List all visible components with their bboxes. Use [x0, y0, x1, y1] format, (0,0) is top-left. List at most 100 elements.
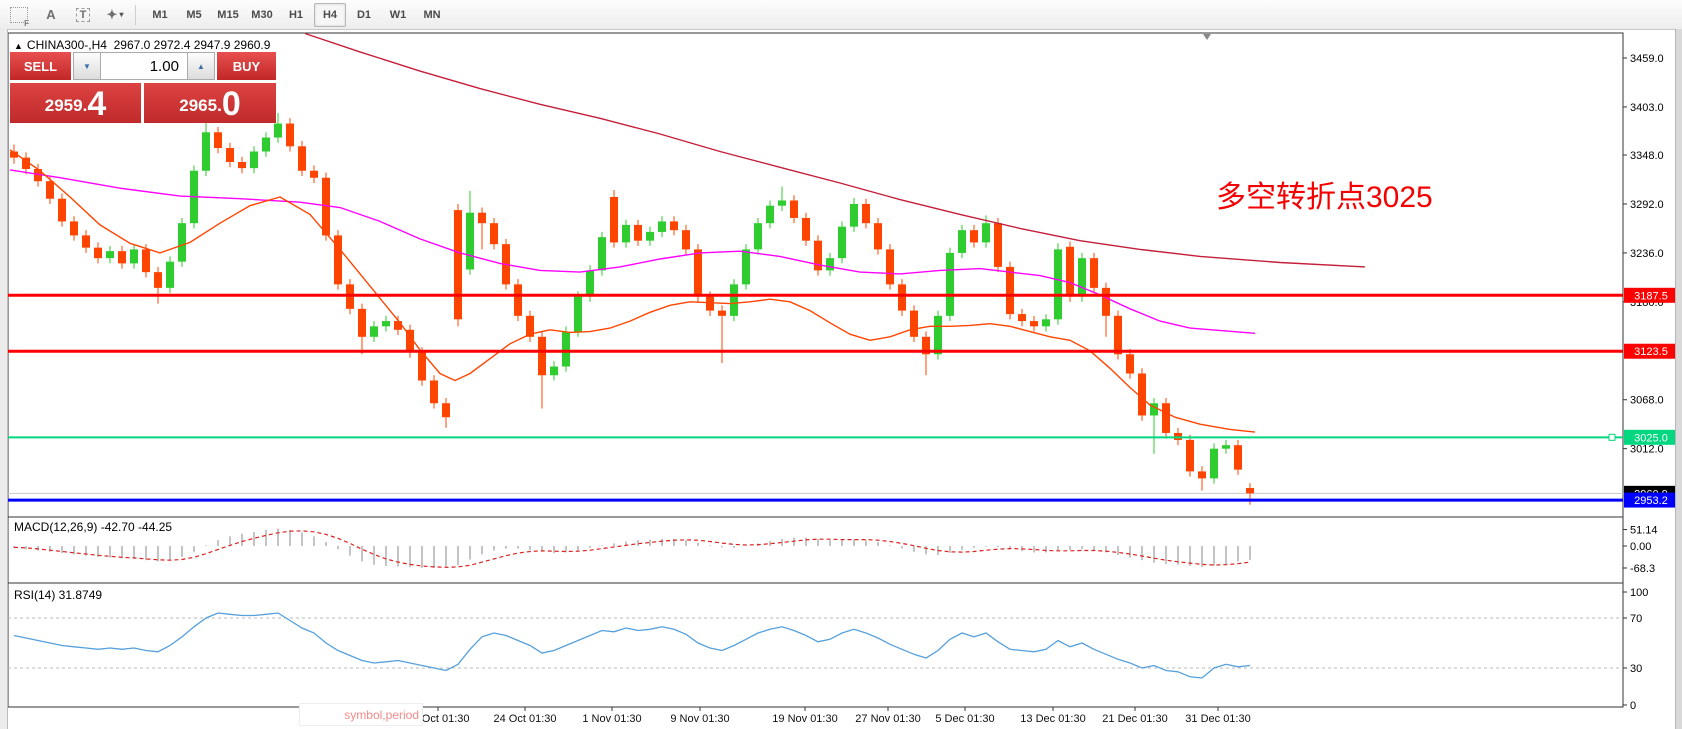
- candle: [766, 205, 774, 224]
- time-axis-label: 13 Dec 01:30: [1020, 713, 1085, 725]
- chevron-down-icon: ▾: [119, 10, 124, 19]
- candle: [874, 223, 882, 250]
- timeframe-button-m15[interactable]: M15: [217, 8, 239, 21]
- candle: [1066, 246, 1074, 297]
- chart-text-annotation[interactable]: 多空转折点3025: [1216, 181, 1433, 214]
- candle: [322, 177, 330, 236]
- candle: [250, 151, 258, 169]
- price-badge-label: 2953.2: [1634, 495, 1668, 507]
- text-tool-icon[interactable]: T: [70, 4, 96, 26]
- candle: [358, 308, 366, 337]
- price-badge-3123.5: [1624, 343, 1679, 359]
- ma-orange-line: [9, 149, 1256, 433]
- candle: [118, 251, 126, 264]
- timeframe-button-h1[interactable]: H1: [288, 8, 304, 21]
- ohlc-values: 2967.0 2972.4 2947.9 2960.9: [113, 38, 271, 52]
- candle: [694, 249, 702, 297]
- time-axis-label: 1 Nov 01:30: [582, 713, 641, 725]
- price-axis-label: 3459.0: [1630, 53, 1664, 65]
- candle: [490, 223, 498, 245]
- symbol-period-watermark: symbol,period: [299, 703, 423, 726]
- chart-header: ▲ CHINA300-,H4 2967.0 2972.4 2947.9 2960.…: [14, 38, 270, 52]
- candle: [1042, 319, 1050, 327]
- rsi-panel[interactable]: [7, 582, 1624, 708]
- candle: [586, 270, 594, 297]
- volume-input[interactable]: [100, 52, 187, 80]
- candle: [1114, 315, 1122, 355]
- window-left-edge: [0, 29, 8, 729]
- candle: [106, 251, 114, 259]
- timeframe-button-m5[interactable]: M5: [186, 8, 202, 21]
- shapes-glyph: ✦: [106, 6, 118, 22]
- rsi-axis-label: 100: [1630, 587, 1648, 599]
- candle: [1006, 266, 1014, 315]
- candle: [622, 224, 630, 243]
- candle: [706, 296, 714, 311]
- candle: [538, 336, 546, 376]
- rsi-label: RSI(14) 31.8749: [14, 588, 102, 602]
- rsi-axis-label: 0: [1630, 700, 1636, 712]
- sell-price-display[interactable]: 2959. 4: [10, 83, 141, 123]
- buy-price-pips: 0: [221, 85, 241, 123]
- volume-increase-button[interactable]: ▲: [186, 52, 215, 80]
- hline-handle[interactable]: [1608, 433, 1616, 441]
- candle: [274, 123, 282, 138]
- timeframe-button-mn[interactable]: MN: [423, 8, 441, 21]
- buy-button[interactable]: BUY: [216, 52, 276, 80]
- price-badge-label: 3187.5: [1634, 290, 1668, 302]
- price-badge-label: 3123.5: [1634, 346, 1668, 358]
- candle: [46, 181, 54, 199]
- chart-shift-marker-icon[interactable]: [1203, 34, 1211, 40]
- candle: [262, 137, 270, 152]
- crosshair-grid-icon[interactable]: [6, 4, 32, 28]
- cursor-a-icon[interactable]: A: [46, 7, 56, 22]
- candle: [442, 403, 450, 418]
- candle: [958, 230, 966, 253]
- rsi-axis-label: 30: [1630, 663, 1642, 675]
- time-axis-label: 21 Dec 01:30: [1102, 713, 1167, 725]
- sell-button[interactable]: SELL: [10, 52, 71, 80]
- macd-panel[interactable]: [7, 516, 1624, 584]
- candle: [718, 310, 726, 316]
- price-badge-label: 3025.0: [1634, 432, 1668, 444]
- timeframe-button-h4[interactable]: H4: [314, 2, 346, 27]
- timeframe-button-m30[interactable]: M30: [251, 8, 273, 21]
- candle: [658, 221, 666, 232]
- volume-decrease-button[interactable]: ▼: [72, 52, 101, 80]
- candle: [1138, 373, 1146, 416]
- ma-slow-darkred-line: [304, 32, 1366, 268]
- price-badge-3025.0: [1624, 429, 1679, 445]
- candle: [826, 258, 834, 271]
- candle: [454, 210, 462, 320]
- candle: [730, 284, 738, 316]
- volume-stepper: ▼ ▲: [72, 52, 215, 80]
- collapse-arrow-icon[interactable]: ▲: [14, 41, 23, 51]
- candle: [70, 221, 78, 236]
- shapes-icon[interactable]: ✦ ▾: [102, 4, 128, 26]
- candle: [634, 224, 642, 241]
- candle: [1126, 354, 1134, 374]
- macd-label: MACD(12,26,9) -42.70 -44.25: [14, 520, 172, 534]
- candle: [1150, 403, 1158, 416]
- candle: [562, 331, 570, 367]
- candle: [466, 212, 474, 270]
- buy-price-display[interactable]: 2965. 0: [144, 83, 276, 123]
- ma-magenta-line: [9, 169, 1256, 334]
- candle: [298, 146, 306, 171]
- candle: [430, 380, 438, 404]
- candle: [610, 196, 618, 243]
- timeframe-button-d1[interactable]: D1: [356, 8, 372, 21]
- candle: [1054, 249, 1062, 320]
- candle: [1162, 403, 1170, 433]
- time-axis-label: 24 Oct 01:30: [494, 713, 557, 725]
- timeframe-button-m1[interactable]: M1: [152, 8, 168, 21]
- rsi-axis-label: 70: [1630, 613, 1642, 625]
- candle: [790, 200, 798, 218]
- candle: [310, 170, 318, 178]
- timeframe-button-w1[interactable]: W1: [389, 8, 407, 21]
- candle: [1210, 448, 1218, 479]
- candle: [10, 151, 18, 158]
- candle: [670, 221, 678, 231]
